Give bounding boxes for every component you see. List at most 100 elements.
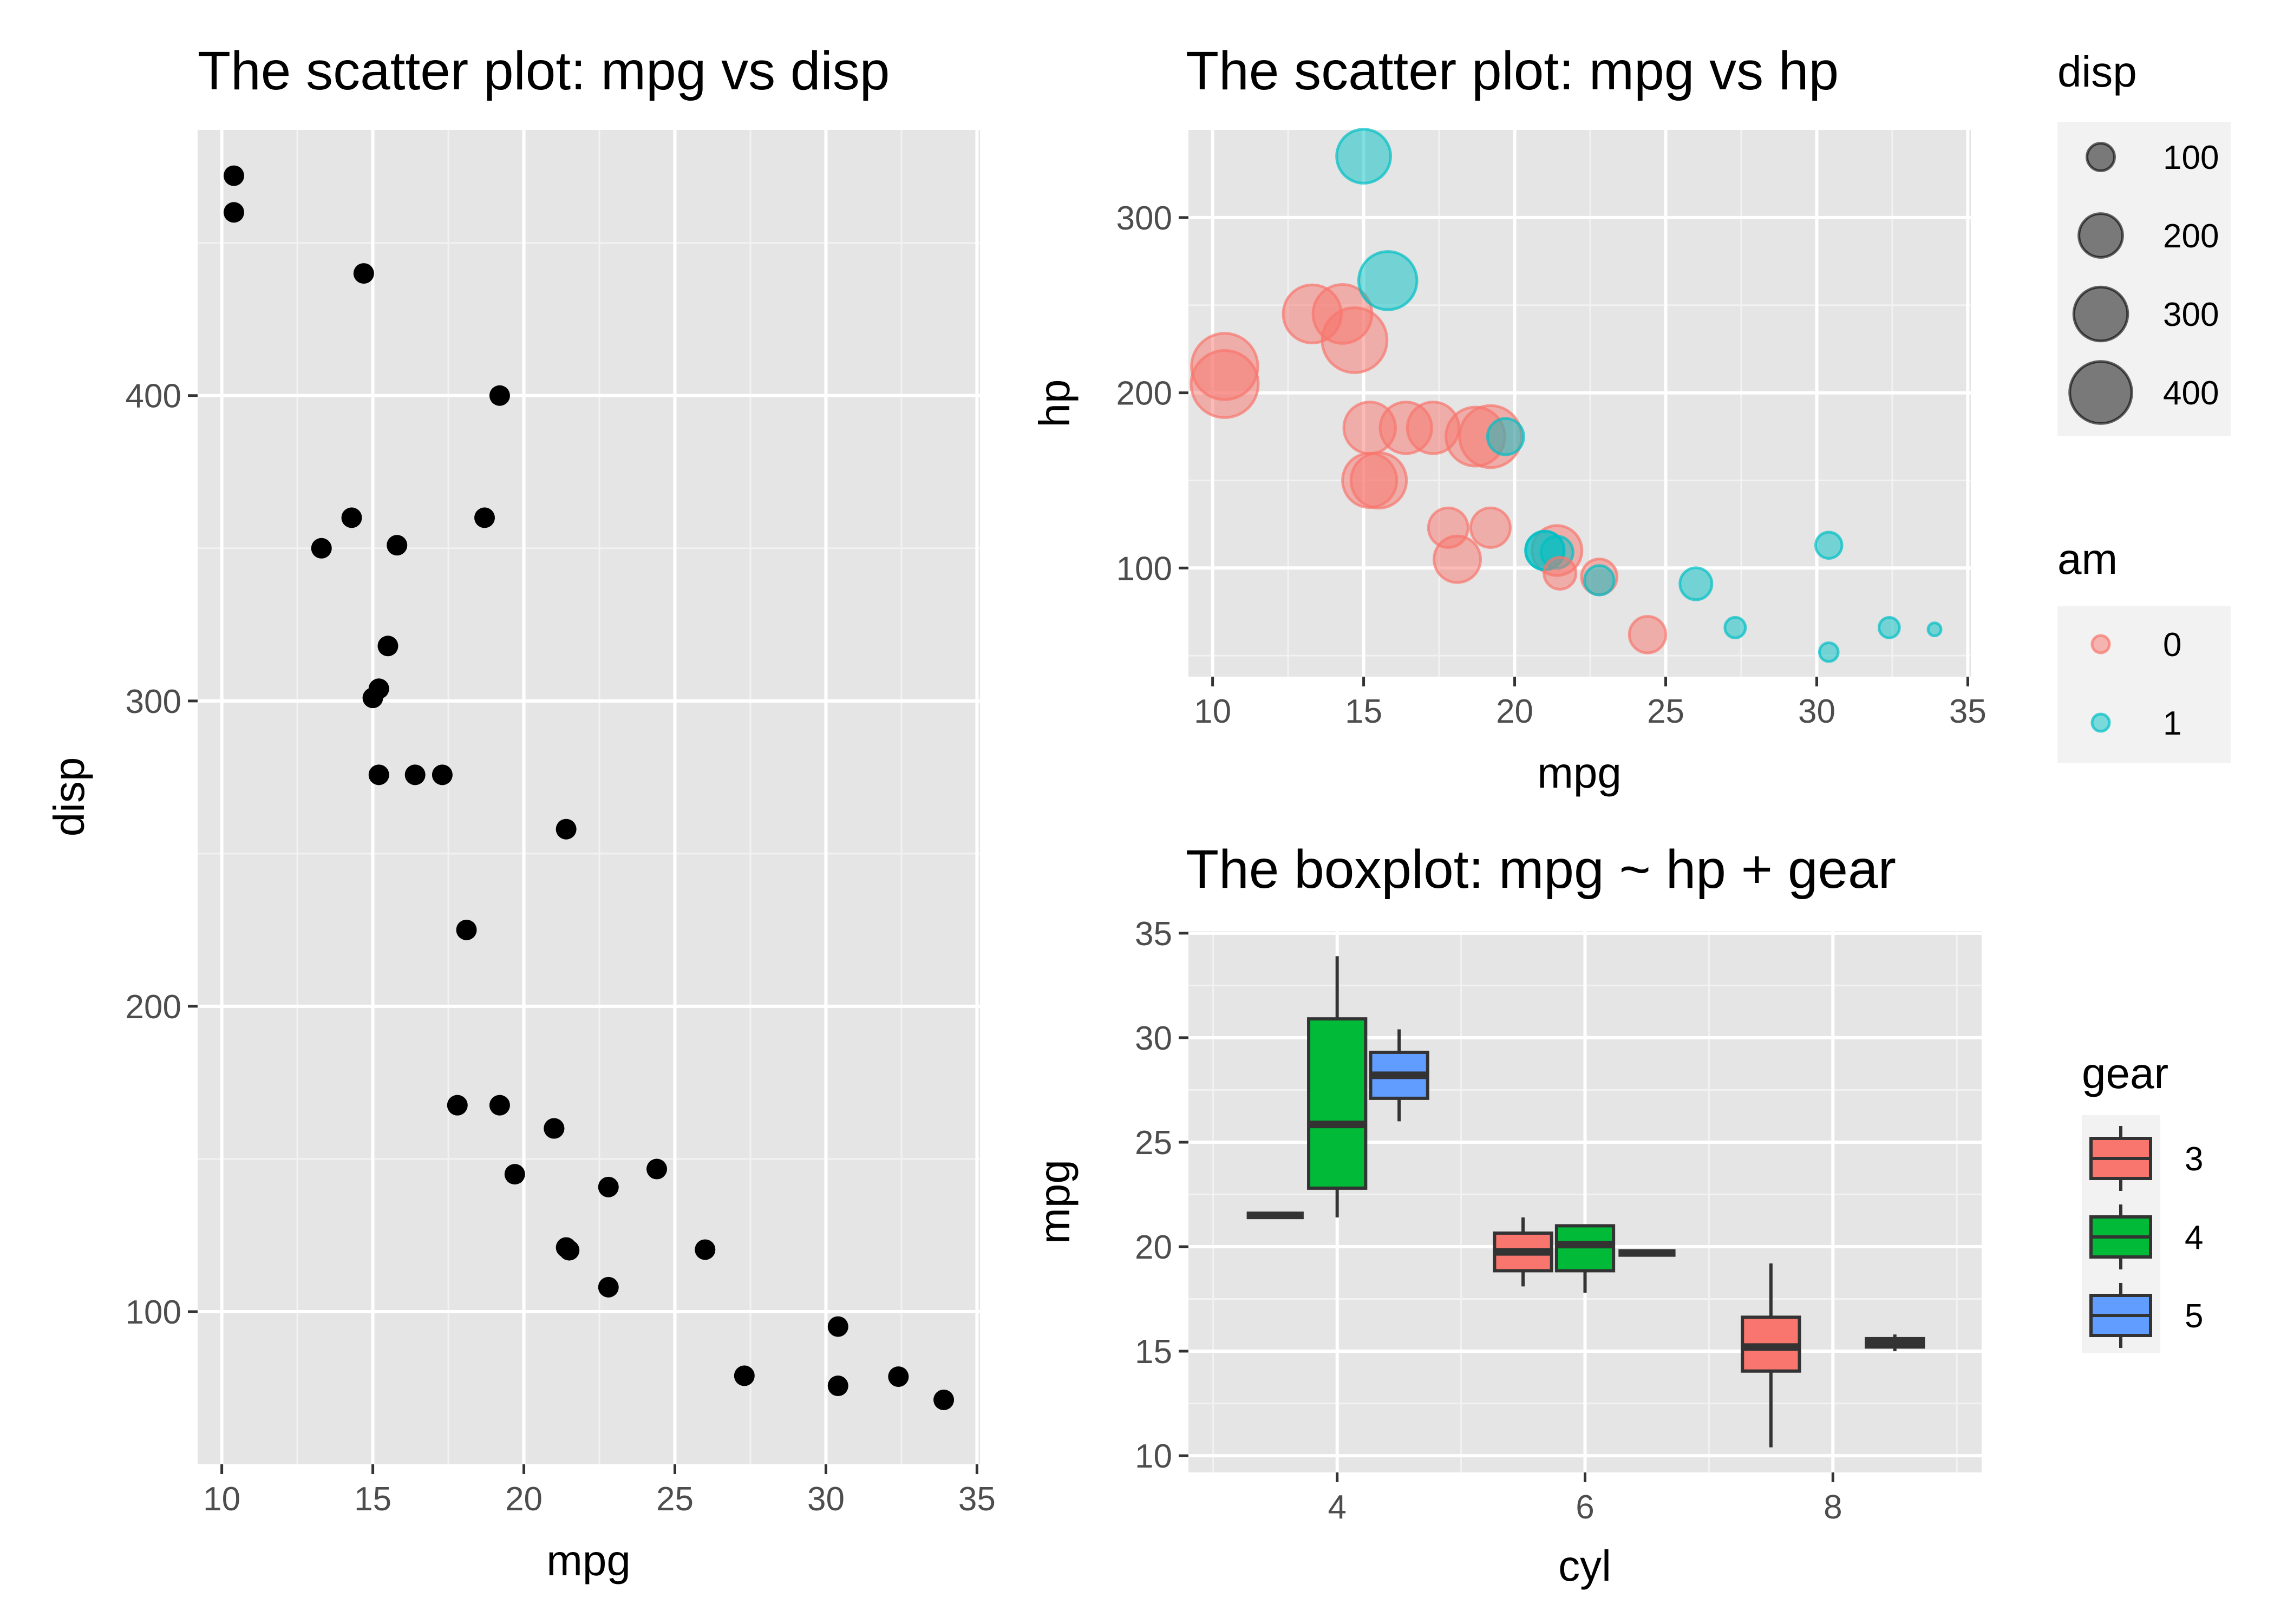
box-8-gear5 (1865, 1334, 1925, 1352)
legend-am: am 0 1 (2057, 535, 2231, 763)
box-6-gear3 (1493, 1217, 1553, 1287)
data-point (447, 1095, 468, 1116)
x-tick-label: 20 (1496, 693, 1533, 730)
data-point (1877, 615, 1901, 639)
data-point (432, 764, 453, 785)
data-point (1818, 641, 1840, 663)
data-point (556, 1237, 577, 1258)
legend-label: 5 (2185, 1298, 2203, 1335)
legend-title: am (2057, 535, 2118, 583)
legend-key (2072, 285, 2129, 343)
x-tick-label: 4 (1328, 1489, 1346, 1526)
data-point (1427, 506, 1469, 549)
y-tick-label: 300 (126, 683, 181, 721)
legend-title: gear (2082, 1049, 2168, 1097)
y-axis-title: hp (1030, 379, 1079, 428)
legend-key (2090, 634, 2111, 654)
box-6-gear4 (1554, 1224, 1616, 1293)
x-axis-title: mpg (546, 1536, 631, 1584)
data-point (888, 1366, 909, 1387)
data-point (598, 1276, 619, 1298)
chart-title: The scatter plot: mpg vs hp (1186, 41, 1839, 101)
x-tick-label: 15 (1345, 693, 1382, 730)
y-axis: 100 200 300 400 (126, 378, 198, 1331)
data-point (377, 636, 398, 657)
x-axis: 10 15 20 25 30 35 (1194, 677, 1987, 730)
data-point (311, 538, 332, 559)
data-point (1583, 564, 1616, 597)
y-tick-label: 15 (1135, 1333, 1172, 1371)
chart-title: The boxplot: mpg ~ hp + gear (1186, 839, 1896, 900)
y-tick-label: 10 (1135, 1438, 1172, 1475)
y-tick-label: 20 (1135, 1229, 1172, 1266)
data-point (489, 1095, 510, 1116)
x-axis-title: cyl (1558, 1542, 1611, 1590)
data-point (474, 507, 495, 528)
box-4-gear5 (1369, 1029, 1429, 1122)
data-point (404, 764, 426, 785)
legend-label: 400 (2163, 375, 2219, 412)
legend-label: 1 (2163, 705, 2181, 742)
legend-title: disp (2057, 48, 2137, 96)
data-point (1341, 451, 1399, 509)
x-tick-label: 30 (1798, 693, 1835, 730)
y-axis-title: disp (45, 757, 93, 837)
x-tick-label: 8 (1824, 1489, 1842, 1526)
legend-gear: gear 3 4 5 (2082, 1049, 2203, 1353)
data-point (1723, 615, 1747, 639)
y-tick-label: 200 (1116, 375, 1172, 412)
chart-scatter-disp: The scatter plot: mpg vs disp 10 15 20 25 30… (45, 41, 996, 1584)
y-axis-title: mpg (1030, 1160, 1079, 1244)
data-point (387, 535, 408, 556)
data-point (1814, 531, 1844, 560)
y-tick-label: 200 (126, 988, 181, 1026)
chart-scatter-hp: The scatter plot: mpg vs hp 10 15 20 25 30 35… (1030, 41, 1987, 797)
y-tick-label: 25 (1135, 1124, 1172, 1162)
data-point (504, 1164, 525, 1185)
x-tick-label: 35 (1949, 693, 1987, 730)
legend-label: 0 (2163, 626, 2181, 664)
gridlines (198, 130, 980, 1464)
y-tick-label: 300 (1116, 200, 1172, 237)
y-tick-label: 35 (1135, 915, 1172, 953)
legend-disp: disp 100 200 300 400 (2057, 48, 2231, 436)
x-tick-label: 10 (1194, 693, 1231, 730)
data-point (223, 202, 244, 223)
data-point (1335, 128, 1392, 185)
data-points (1190, 128, 1943, 663)
x-tick-label: 6 (1576, 1489, 1594, 1526)
data-point (1282, 283, 1343, 345)
data-point (353, 263, 374, 284)
legend-label: 300 (2163, 296, 2219, 333)
data-point (598, 1176, 619, 1197)
data-point (1678, 566, 1714, 601)
legend-key (2090, 712, 2111, 733)
chart-title: The scatter plot: mpg vs disp (198, 41, 890, 101)
chart-boxplot: The boxplot: mpg ~ hp + gear 4 6 8 10 15 20 2… (1030, 839, 1982, 1590)
y-tick-label: 30 (1135, 1020, 1172, 1057)
y-tick-label: 100 (1116, 550, 1172, 587)
data-point (1486, 417, 1525, 456)
x-axis: 4 6 8 (1328, 1472, 1842, 1526)
data-point (223, 165, 244, 186)
y-tick-label: 100 (126, 1294, 181, 1331)
x-axis: 10 15 20 25 30 35 (203, 1464, 996, 1518)
x-tick-label: 15 (354, 1481, 391, 1518)
data-point (1357, 250, 1419, 311)
data-point (368, 764, 389, 785)
y-tick-label: 400 (126, 378, 181, 415)
data-point (1926, 621, 1943, 638)
box-4-gear4 (1307, 956, 1368, 1217)
data-point (1543, 556, 1578, 591)
plot-panel (1188, 130, 1971, 677)
data-point (489, 385, 510, 406)
data-point (1469, 506, 1512, 549)
data-point (646, 1158, 668, 1180)
x-tick-label: 25 (1647, 693, 1684, 730)
x-tick-label: 20 (505, 1481, 543, 1518)
data-point (734, 1365, 755, 1386)
x-tick-label: 35 (958, 1481, 996, 1518)
legend-label: 200 (2163, 218, 2219, 255)
legend-label: 3 (2185, 1141, 2203, 1178)
